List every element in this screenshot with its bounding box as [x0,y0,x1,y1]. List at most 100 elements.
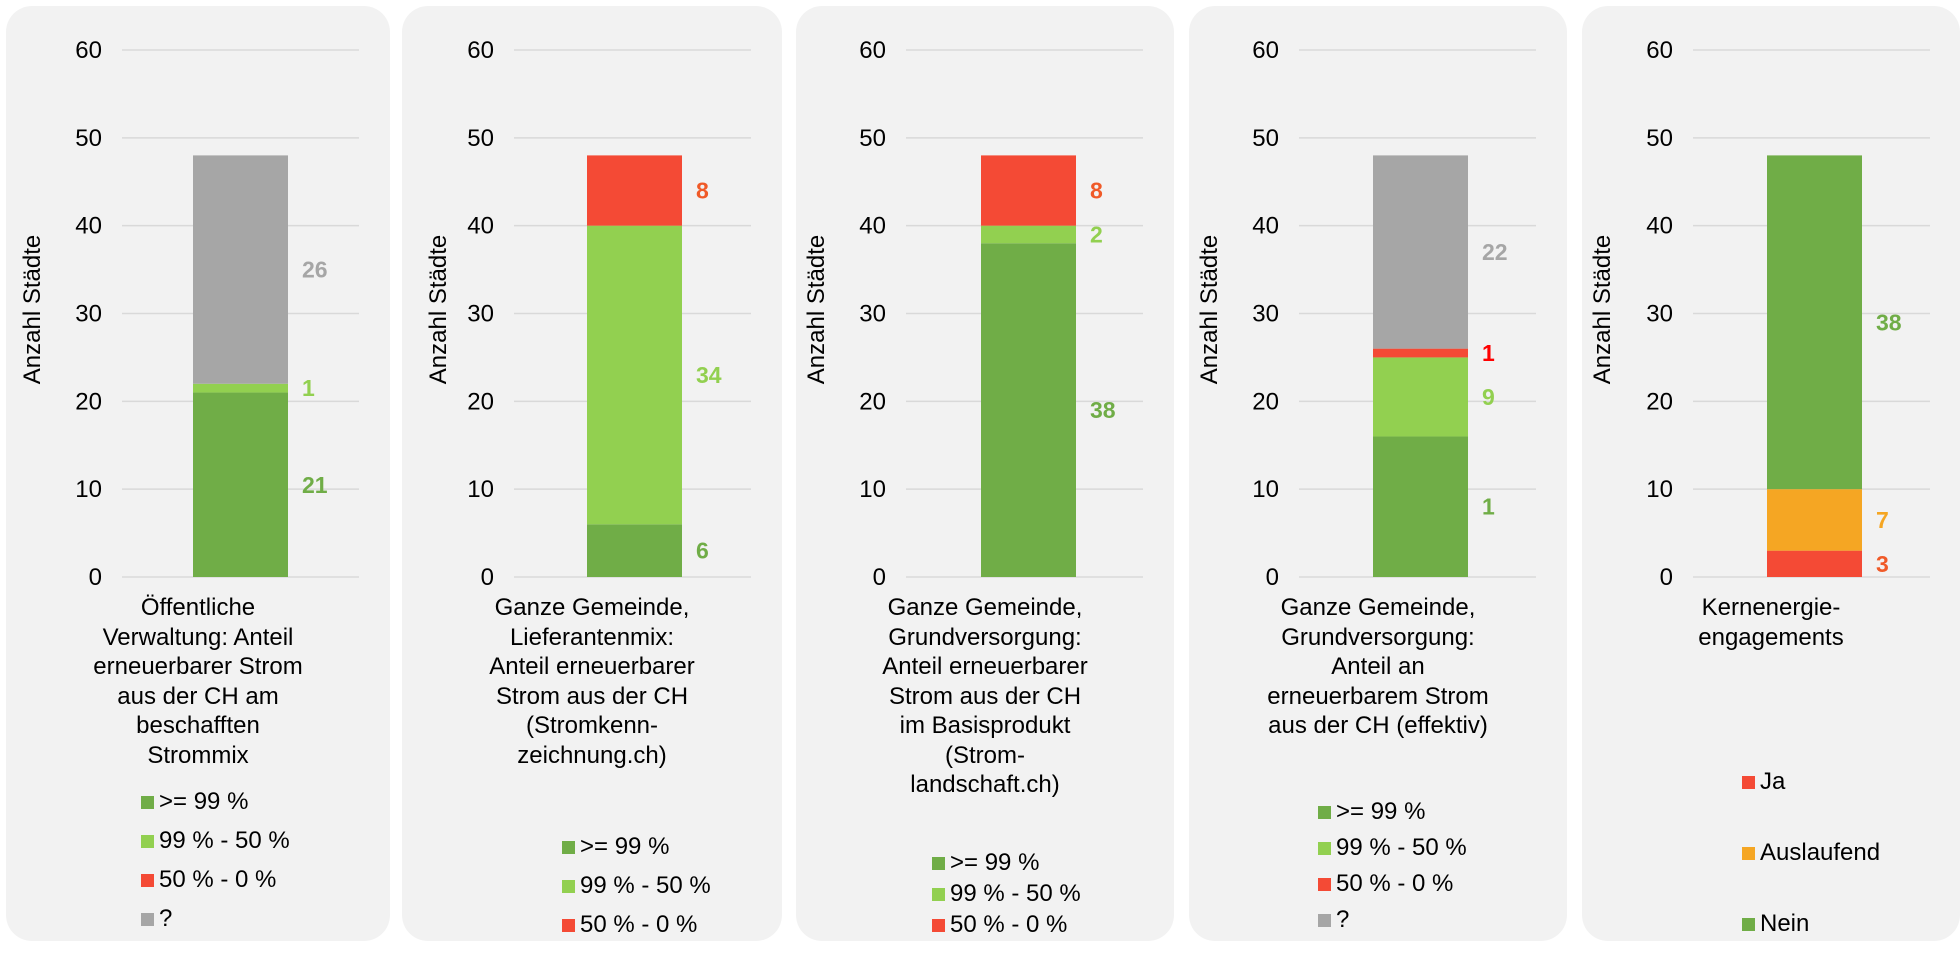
bar-segment-1 [1767,551,1862,577]
bar-segment-2 [193,384,288,393]
legend-swatch [1742,918,1755,931]
legend-item: 99 % - 50 % [932,878,1081,909]
legend-swatch [1742,847,1755,860]
legend-swatch [1318,878,1331,891]
chart-panel-3: 0 10 20 30 40 50 60 Anzahl Städte 38 2 8 Ganze Gem… [796,6,1174,941]
legend-label: 99 % - 50 % [950,880,1081,907]
legend-swatch [141,874,154,887]
legend-label: ? [1336,906,1349,933]
legend-swatch [1318,842,1331,855]
legend-item: >= 99 % [562,827,711,866]
data-label: 1 [1482,494,1495,520]
legend-label: >= 99 % [1336,798,1425,825]
legend-label: Auslaufend [1760,839,1880,866]
legend-item: 50 % - 0 % [562,905,711,944]
chart-5-svg: 0 10 20 30 40 50 60 Anzahl Städte 3 7 38 [1582,6,1960,606]
y-tick-label: 0 [1266,564,1279,591]
bar-segment-2 [1373,357,1468,436]
data-label: 26 [302,257,328,283]
legend-2: >= 99 % 99 % - 50 % 50 % - 0 % [562,827,711,944]
legend-label: >= 99 % [950,849,1039,876]
legend-1: >= 99 % 99 % - 50 % 50 % - 0 %? [141,782,290,938]
bar-segment-1 [587,524,682,577]
y-tick-label: 60 [467,37,494,64]
bar-segment-1 [981,243,1076,577]
legend-label: Nein [1760,910,1809,937]
legend-item: 99 % - 50 % [1318,830,1467,866]
legend-item: Auslaufend [1742,817,1880,888]
y-tick-label: 30 [75,301,102,328]
y-axis-label: Anzahl Städte [19,235,46,384]
legend-item: ? [141,899,290,938]
legend-item: >= 99 % [1318,794,1467,830]
data-label: 38 [1090,397,1116,423]
legend-label: >= 99 % [580,833,669,860]
legend-swatch [932,857,945,870]
legend-swatch [932,919,945,932]
y-tick-label: 40 [1252,213,1279,240]
legend-swatch [932,888,945,901]
data-label: 7 [1876,507,1889,533]
legend-item: >= 99 % [932,847,1081,878]
category-label-3: Ganze Gemeinde, Grundversorgung: Anteil … [796,593,1174,800]
legend-item: Nein [1742,888,1880,959]
legend-item: 50 % - 0 % [1318,866,1467,902]
legend-label: ? [159,905,172,932]
bar-segment-3 [981,155,1076,225]
y-tick-label: 50 [467,125,494,152]
legend-item: 99 % - 50 % [141,821,290,860]
data-label: 34 [696,362,722,388]
data-label: 8 [696,178,709,204]
data-label: 22 [1482,239,1508,265]
data-label: 6 [696,538,709,564]
y-tick-label: 40 [467,213,494,240]
legend-item: 99 % - 50 % [562,866,711,905]
bar-segment-1 [193,393,288,577]
bar-segment-3 [587,155,682,225]
bar-segment-3 [1373,349,1468,358]
y-tick-label: 40 [1646,213,1673,240]
chart-2-svg: 0 10 20 30 40 50 60 Anzahl Städte 6 34 8 [402,6,782,606]
y-tick-label: 20 [859,388,886,415]
legend-swatch [141,796,154,809]
y-axis-label: Anzahl Städte [425,235,452,384]
y-tick-label: 10 [1252,476,1279,503]
legend-item: >= 99 % [141,782,290,821]
y-tick-label: 50 [75,125,102,152]
y-tick-label: 20 [1252,388,1279,415]
y-tick-label: 60 [1646,37,1673,64]
legend-label: 99 % - 50 % [580,872,711,899]
legend-item: ? [1318,902,1467,938]
y-axis-label: Anzahl Städte [1589,235,1616,384]
legend-item: 50 % - 0 % [932,909,1081,933]
chart-panel-5: 0 10 20 30 40 50 60 Anzahl Städte 3 7 38 Kernenerg… [1582,6,1960,941]
y-tick-label: 60 [75,37,102,64]
data-label: 1 [302,375,315,401]
y-tick-label: 50 [859,125,886,152]
y-tick-label: 30 [1646,301,1673,328]
y-axis-label: Anzahl Städte [803,235,830,384]
bar-segment-3 [1767,155,1862,489]
legend-label: 50 % - 0 % [950,911,1067,933]
category-label-1: Öffentliche Verwaltung: Anteil erneuerba… [6,593,390,770]
category-label-2: Ganze Gemeinde, Lieferantenmix: Anteil e… [402,593,782,770]
y-tick-label: 10 [1646,476,1673,503]
legend-swatch [141,913,154,926]
data-label: 2 [1090,221,1103,247]
data-label: 8 [1090,178,1103,204]
y-tick-label: 60 [1252,37,1279,64]
legend-label: 50 % - 0 % [1336,870,1453,897]
chart-3-svg: 0 10 20 30 40 50 60 Anzahl Städte 38 2 8 [796,6,1174,606]
legend-label: 50 % - 0 % [159,866,276,893]
category-label-4: Ganze Gemeinde, Grundversorgung: Anteil … [1189,593,1567,741]
legend-swatch [562,880,575,893]
chart-4-svg: 0 10 20 30 40 50 60 Anzahl Städte 1 9 1 22 [1189,6,1567,606]
y-tick-label: 40 [75,213,102,240]
chart-panel-1: 0 10 20 30 40 50 60 Anzahl Städte 21 1 26 Öffentli… [6,6,390,941]
data-label: 21 [302,472,328,498]
y-tick-label: 10 [75,476,102,503]
legend-label: 99 % - 50 % [1336,834,1467,861]
legend-item: Ja [1742,746,1880,817]
legend-swatch [141,835,154,848]
y-tick-label: 30 [1252,301,1279,328]
